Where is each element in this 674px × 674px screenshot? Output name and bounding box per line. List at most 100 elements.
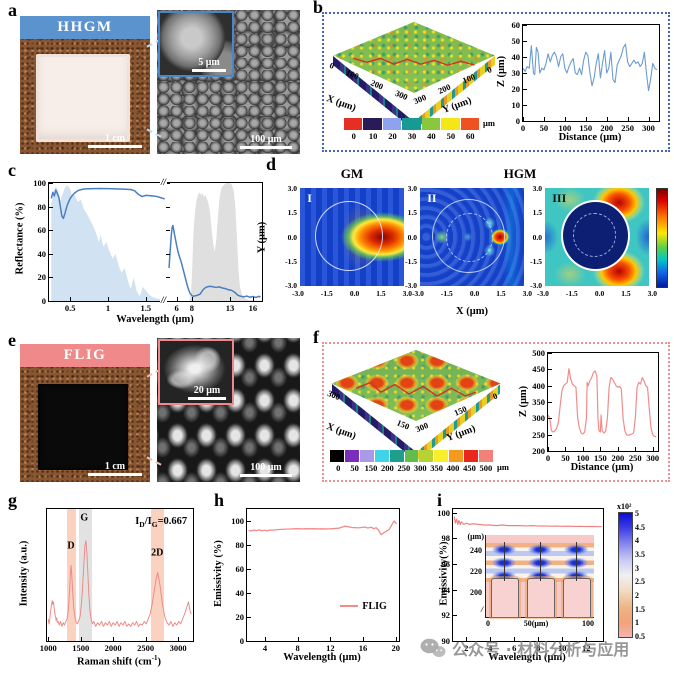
map-tag: III bbox=[552, 190, 567, 205]
inset-e-scale-bar bbox=[188, 396, 226, 400]
colorbar-swatch bbox=[404, 450, 419, 462]
colorbar-tick: 1 bbox=[635, 618, 639, 628]
y-tick-mark bbox=[453, 589, 457, 591]
panel-label-h: h bbox=[214, 490, 225, 510]
y-tick-label: 98 bbox=[441, 533, 451, 544]
inset-a-scalebar: 5 μm bbox=[192, 57, 226, 72]
y-tick-label: 80 bbox=[235, 540, 245, 550]
x-tick-mark bbox=[648, 117, 650, 121]
y-tick-label: 400 bbox=[532, 380, 545, 391]
y-tick-label: -1.5 bbox=[530, 256, 542, 266]
y-tick-mark bbox=[523, 73, 527, 74]
y-tick-mark bbox=[523, 25, 527, 26]
y-tick-label: 20 bbox=[235, 612, 245, 622]
colorbar-b-unit: μm bbox=[483, 118, 495, 128]
g-xlabel: Raman shift (cm-1) bbox=[76, 654, 161, 668]
x-tick-label: 300 bbox=[642, 123, 655, 133]
pillar bbox=[491, 578, 520, 617]
x-tick-label: 3.0 bbox=[647, 289, 657, 298]
x-tick-mark bbox=[606, 117, 608, 121]
y-tick-label: 100 bbox=[33, 178, 46, 188]
y-tick-label: 3.0 bbox=[287, 184, 297, 193]
x-tick-mark bbox=[330, 637, 332, 641]
y-tick-label: 96 bbox=[441, 559, 451, 570]
y-tick-mark bbox=[548, 353, 552, 354]
y-tick-label: 0 bbox=[41, 296, 46, 306]
y-tick-label: -3.0 bbox=[285, 281, 297, 290]
y-tick-label: 3.0 bbox=[407, 184, 417, 193]
y-tick-mark bbox=[453, 615, 457, 617]
colorbar-swatch bbox=[449, 450, 464, 462]
surface-trace bbox=[328, 348, 504, 444]
x-tick-label: 1.5 bbox=[496, 289, 506, 298]
y-tick-label: 0 bbox=[239, 636, 244, 646]
x-tick-label: 12 bbox=[581, 643, 591, 653]
x-tick-label: 20 bbox=[391, 643, 400, 653]
x-tick-mark bbox=[145, 297, 147, 301]
x-tick-label: 1.5 bbox=[376, 289, 386, 298]
colorbar-f-unit: μm bbox=[497, 462, 509, 472]
y-tick-label: 60 bbox=[511, 20, 521, 30]
y-tick-label: 1.5 bbox=[407, 208, 417, 218]
surface-3d-flig: 300 150 300 150 0 X (μm) Y (μm) bbox=[325, 348, 504, 461]
colorbar-tick: 150 bbox=[364, 463, 378, 473]
y-tick-label: 0.0 bbox=[532, 232, 542, 242]
y-tick-label: 100 bbox=[437, 507, 450, 518]
colorbar-tick: 40 bbox=[427, 131, 436, 141]
colorbar-tick: 60 bbox=[465, 131, 475, 141]
y-tick-mark bbox=[166, 301, 170, 302]
x-tick-label: 10 bbox=[557, 643, 567, 653]
colorbar-swatch bbox=[434, 450, 449, 462]
x-tick-label: 100 bbox=[558, 123, 572, 133]
colorbar-swatch bbox=[382, 118, 402, 130]
field-map-hgm-II: II 3.0 1.5 0.0 -1.5 -3.0 -3.0 -1.5 0.0 1.5 3.0 bbox=[405, 184, 532, 298]
x-tick-mark bbox=[363, 637, 365, 641]
colorbar-tick: 350 bbox=[430, 463, 444, 473]
colorbar-swatch bbox=[344, 450, 359, 462]
y-tick-label: -3.0 bbox=[530, 281, 542, 290]
id-ig-ratio: ID/IG=0.667 bbox=[135, 515, 188, 529]
y-tick-mark bbox=[166, 183, 170, 184]
y-tick-mark bbox=[548, 434, 552, 436]
colorbar-f: μm 0 50 150 200 250 300 350 400 450 500 bbox=[330, 450, 509, 473]
b-chart-ylabel: Z (μm) bbox=[496, 55, 508, 88]
y-tick-mark bbox=[523, 121, 527, 122]
hhgm-banner: HHGM bbox=[20, 16, 150, 39]
x-tick-mark bbox=[264, 637, 266, 641]
y-tick-label: 500 bbox=[532, 348, 545, 358]
inset-a-scale-bar bbox=[192, 68, 226, 72]
y-tick-label: 20 bbox=[511, 84, 521, 94]
x-tick-label: 2000 bbox=[104, 643, 122, 653]
x-tick-label: 1.5 bbox=[140, 303, 152, 313]
y-tick-mark bbox=[166, 253, 170, 255]
y-tick-label: 300 bbox=[532, 413, 545, 424]
y-tick-mark bbox=[247, 593, 251, 594]
surface-3d-hhgm: 0 100 200 300 300 200 100 0 X (μm) Y (μm) bbox=[325, 20, 498, 130]
chart-canvas bbox=[47, 509, 193, 641]
inset-e-scalebar: 20 μm bbox=[188, 385, 226, 400]
hhgm-sample-photo: HHGM 1 cm bbox=[20, 16, 150, 154]
colorbar-tick: 0 bbox=[351, 131, 356, 141]
x-tick-mark bbox=[490, 637, 492, 641]
sem-e-scalebar: 100 μm bbox=[240, 462, 292, 477]
y-tick-mark bbox=[247, 521, 251, 522]
chart-canvas bbox=[523, 25, 659, 121]
hhgm-sem-inset: 5 μm bbox=[158, 11, 234, 77]
photo-e-scale-text: 1 cm bbox=[104, 460, 126, 472]
axis-break-top: // bbox=[160, 177, 168, 187]
x-tick-label: 250 bbox=[628, 453, 642, 463]
y-tick-mark bbox=[49, 277, 53, 279]
y-tick-mark bbox=[548, 369, 552, 371]
x-tick-label: 6 bbox=[512, 643, 517, 653]
panel-b-box bbox=[322, 12, 670, 152]
colorbar-i-ticks: 5 4.5 4 3.5 3 2.5 2 1.5 1 0.5 bbox=[635, 509, 645, 641]
x-tick-label: 8 bbox=[295, 643, 300, 653]
watermark-text: 公众号 · 材料分析与应用 bbox=[452, 640, 630, 659]
y-tick-label: 40 bbox=[235, 588, 245, 598]
x-tick-mark bbox=[80, 637, 82, 641]
y-tick-label: -3.0 bbox=[405, 281, 417, 290]
colorbar-tick: 4 bbox=[635, 536, 639, 546]
flig-banner-label: FLIG bbox=[63, 347, 107, 363]
colorbar-tick: 0 bbox=[336, 463, 341, 473]
colorbar-tick: 1.5 bbox=[635, 604, 645, 614]
